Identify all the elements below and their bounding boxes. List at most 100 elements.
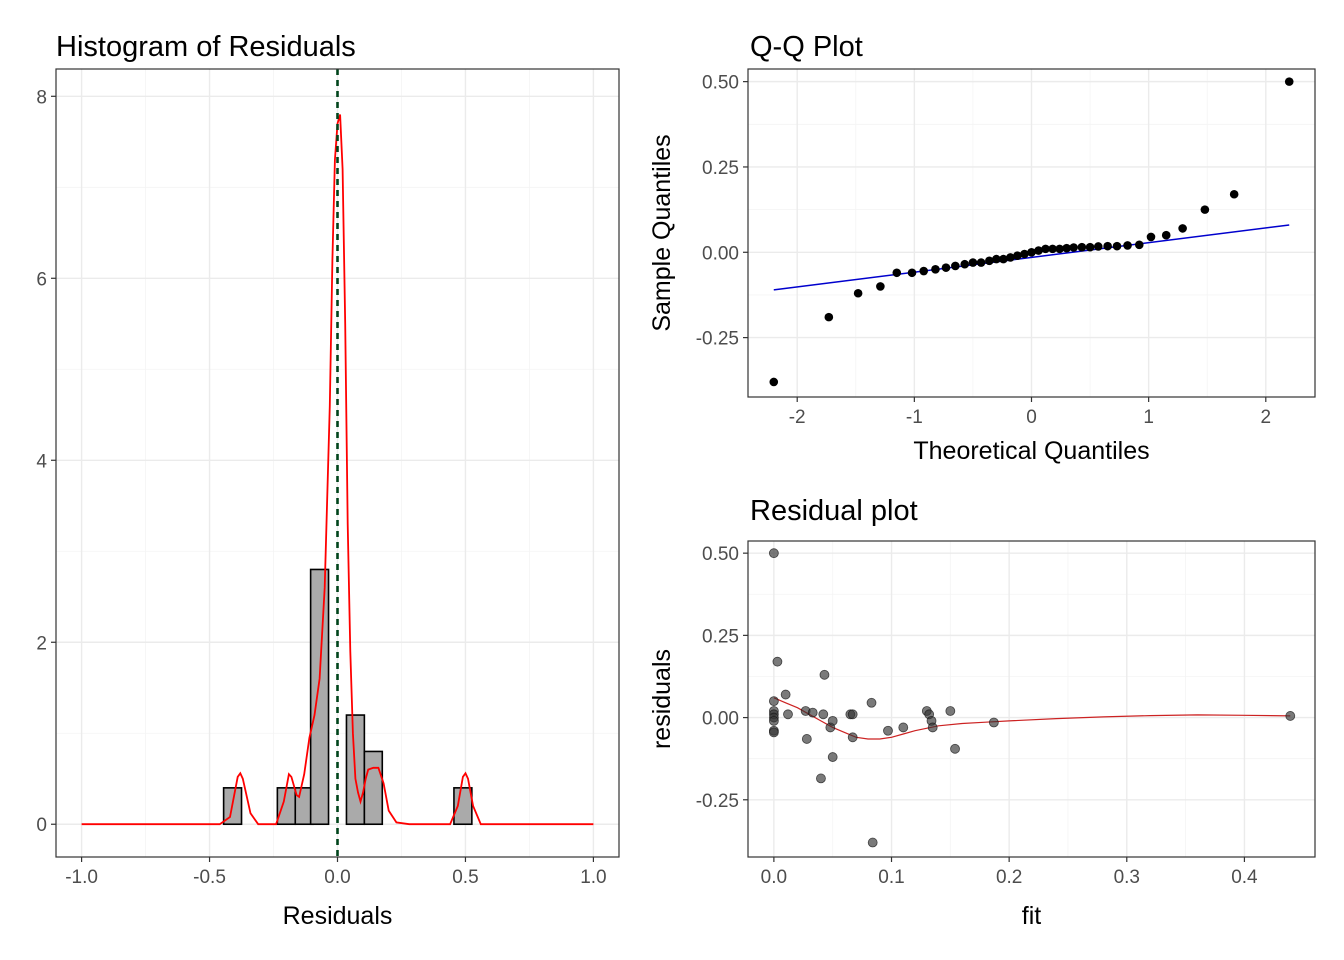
histogram-x-axis-label: Residuals	[283, 902, 393, 930]
histogram-x-tick-label: 0.5	[452, 867, 478, 888]
qq-point	[941, 263, 951, 272]
residual-plot-panel: Residual plot 0.0 0.1 0.2 0.3 0.4 -0.25 0.00 0.…	[648, 495, 1316, 930]
qq-point	[931, 265, 940, 274]
qq-points	[769, 77, 1294, 387]
qq-point	[960, 259, 970, 269]
qq-plot-panel: Q-Q Plot -2 -1 0 1 2 -0.25 0.00 0.25 0.50 Theore…	[648, 31, 1316, 465]
histogram-bar	[309, 568, 330, 826]
qq-x-tick-label: -2	[789, 407, 806, 428]
qq-plot-title: Q-Q Plot	[750, 31, 863, 63]
residual-point	[818, 709, 829, 720]
qq-point	[824, 312, 834, 322]
loess-smooth-line	[773, 697, 1291, 740]
qq-axis-ticks: -2 -1 0 1 2 -0.25 0.00 0.25 0.50	[696, 73, 1271, 428]
histogram-x-tick-label: 1.0	[580, 867, 606, 888]
residual-point	[827, 752, 838, 762]
residual-y-tick-label: 0.00	[702, 709, 739, 730]
density-curve	[81, 114, 594, 826]
residual-point	[807, 707, 818, 718]
qq-point	[999, 254, 1008, 264]
residual-x-tick-label: 0.3	[1114, 867, 1140, 888]
qq-point	[1006, 253, 1015, 262]
qq-point	[1103, 241, 1112, 251]
qq-x-axis-label: Theoretical Quantiles	[913, 437, 1149, 465]
residual-point	[927, 722, 938, 733]
qq-point	[1123, 241, 1132, 250]
qq-point	[1055, 244, 1064, 254]
qq-point	[919, 266, 929, 276]
histogram-axis-ticks: -1.0 -0.5 0.0 0.5 1.0 0 2 4 6 8	[36, 87, 606, 888]
residual-point	[883, 725, 893, 736]
residual-axis-ticks: 0.0 0.1 0.2 0.3 0.4 -0.25 0.00 0.25 0.50	[696, 544, 1258, 888]
qq-y-tick-label: 0.50	[702, 73, 739, 94]
qq-point	[951, 261, 960, 271]
residual-point	[816, 773, 826, 784]
qq-point	[1161, 230, 1171, 240]
histogram-bar	[453, 787, 473, 826]
qq-point	[1069, 243, 1078, 252]
residual-point	[768, 696, 779, 707]
histogram-x-tick-label: 0.0	[324, 867, 350, 888]
histogram-x-tick-label: -0.5	[193, 867, 226, 888]
residual-point	[847, 732, 858, 743]
qq-point	[1200, 205, 1210, 214]
residual-point	[1285, 711, 1296, 721]
qq-point	[1284, 77, 1294, 86]
qq-point	[853, 288, 863, 298]
residual-plot-area	[748, 541, 1315, 857]
histogram-bar	[276, 787, 297, 826]
qq-reference-line	[773, 224, 1290, 291]
qq-point	[907, 268, 917, 278]
qq-y-tick-label: 0.25	[702, 158, 739, 179]
qq-x-tick-label: 1	[1143, 407, 1154, 428]
histogram-title: Histogram of Residuals	[56, 31, 356, 63]
qq-x-tick-label: 2	[1261, 407, 1272, 428]
residual-x-tick-label: 0.4	[1231, 867, 1258, 888]
residual-plot-title: Residual plot	[750, 495, 918, 527]
qq-point	[992, 254, 1001, 264]
qq-point	[976, 258, 986, 267]
qq-point	[1093, 242, 1103, 251]
qq-point	[1178, 224, 1187, 233]
residual-y-axis-label: residuals	[648, 649, 676, 749]
residual-point	[847, 709, 858, 720]
qq-point	[1013, 251, 1022, 260]
residual-x-tick-label: 0.2	[996, 867, 1022, 888]
qq-point	[1020, 249, 1029, 259]
qq-point	[985, 256, 994, 266]
qq-point	[1041, 244, 1050, 254]
residual-x-axis-label: fit	[1022, 902, 1042, 930]
residual-y-tick-label: -0.25	[696, 791, 739, 812]
qq-point	[1027, 247, 1036, 257]
residual-point	[950, 743, 960, 754]
qq-point	[1112, 241, 1122, 251]
residual-x-tick-label: 0.0	[761, 867, 787, 888]
residual-points	[768, 548, 1296, 848]
qq-point	[968, 258, 978, 267]
residual-point	[898, 722, 909, 733]
residual-point	[768, 727, 779, 738]
residual-point	[988, 717, 999, 728]
histogram-y-tick-label: 4	[36, 451, 47, 472]
qq-y-tick-label: 0.00	[702, 243, 739, 264]
qq-y-axis-label: Sample Quantiles	[648, 134, 676, 331]
qq-gridlines	[748, 69, 1315, 397]
qq-point	[1146, 232, 1156, 242]
residual-point	[768, 548, 779, 559]
residual-point	[819, 669, 830, 680]
residual-panel-border	[747, 540, 1316, 858]
histogram-y-tick-label: 2	[36, 633, 47, 654]
qq-point	[1048, 244, 1057, 254]
residual-point	[867, 837, 878, 848]
qq-point	[1034, 246, 1043, 255]
qq-x-tick-label: -1	[906, 407, 923, 428]
residual-point	[945, 706, 956, 716]
histogram-bar	[363, 750, 384, 826]
residual-point	[772, 656, 783, 667]
histogram-panel: Histogram of Residuals -1.0 -0.5 0.0 0.5 1.0…	[36, 31, 620, 930]
histogram-y-tick-label: 8	[36, 87, 47, 108]
residual-x-tick-label: 0.1	[878, 867, 904, 888]
residual-point	[827, 715, 838, 726]
residual-y-tick-label: 0.50	[702, 544, 739, 565]
qq-y-tick-label: -0.25	[696, 329, 739, 350]
